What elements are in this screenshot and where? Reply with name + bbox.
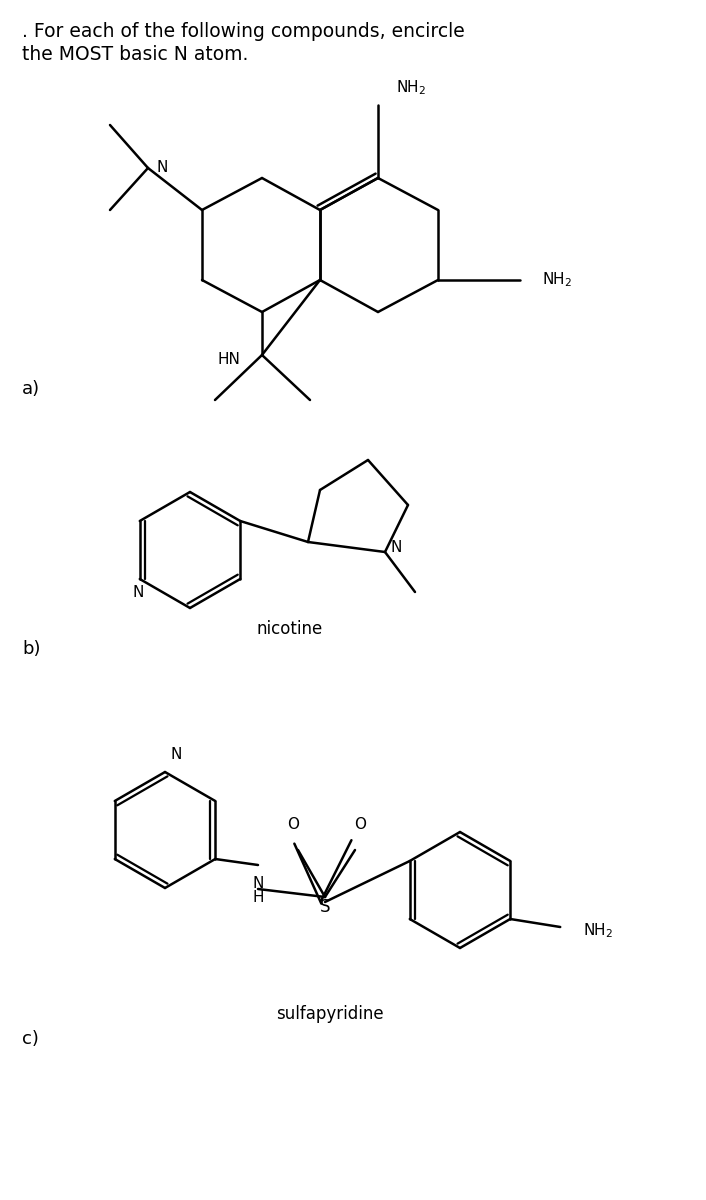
Text: NH$_2$: NH$_2$ <box>396 78 426 97</box>
Text: nicotine: nicotine <box>257 620 323 638</box>
Text: the MOST basic N atom.: the MOST basic N atom. <box>22 44 249 64</box>
Text: b): b) <box>22 640 40 658</box>
Text: S: S <box>320 898 330 916</box>
Text: a): a) <box>22 380 40 398</box>
Text: NH$_2$: NH$_2$ <box>583 922 614 941</box>
Text: HN: HN <box>217 353 240 367</box>
Text: sulfapyridine: sulfapyridine <box>276 1006 384 1022</box>
Text: O: O <box>287 817 299 832</box>
Text: c): c) <box>22 1030 39 1048</box>
Text: N: N <box>252 876 263 890</box>
Text: NH$_2$: NH$_2$ <box>542 271 572 289</box>
Text: N: N <box>391 540 402 554</box>
Text: N: N <box>132 584 143 600</box>
Text: N: N <box>170 746 181 762</box>
Text: N: N <box>156 161 167 175</box>
Text: H: H <box>252 889 264 905</box>
Text: O: O <box>354 817 366 832</box>
Text: . For each of the following compounds, encircle: . For each of the following compounds, e… <box>22 22 465 41</box>
